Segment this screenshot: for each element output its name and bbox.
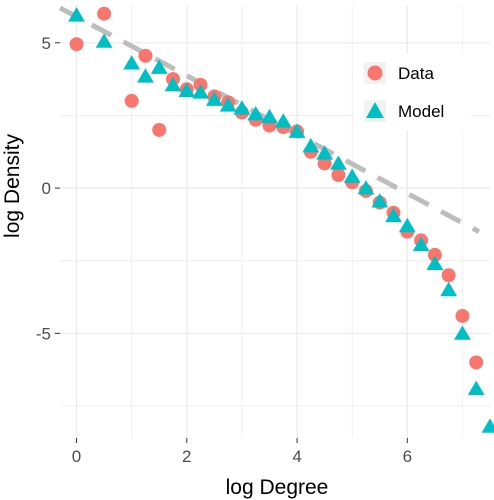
model-point bbox=[261, 108, 278, 124]
legend-model-marker bbox=[366, 102, 384, 118]
model-point bbox=[343, 168, 361, 183]
y-tick-label: 5 bbox=[42, 34, 51, 53]
model-point bbox=[95, 33, 113, 48]
legend-label-model: Model bbox=[398, 102, 444, 121]
model-point bbox=[329, 155, 347, 170]
model-point bbox=[302, 137, 320, 153]
data-point bbox=[124, 93, 139, 108]
model-point bbox=[274, 113, 292, 128]
model-point bbox=[233, 100, 251, 115]
data-point bbox=[455, 308, 470, 323]
data-point bbox=[138, 48, 153, 63]
legend-label-data: Data bbox=[398, 64, 434, 83]
y-tick-label: 0 bbox=[42, 179, 51, 198]
model-point bbox=[68, 7, 85, 22]
model-point bbox=[192, 84, 209, 99]
model-point bbox=[481, 418, 494, 433]
model-point bbox=[426, 255, 444, 271]
data-point bbox=[441, 268, 456, 283]
model-point bbox=[219, 97, 237, 112]
data-point bbox=[152, 122, 167, 137]
model-point bbox=[385, 207, 402, 223]
model-point bbox=[412, 236, 430, 252]
ticks-layer: 0 2 4 6 -5 0 5 bbox=[36, 34, 412, 466]
x-axis-title: log Degree bbox=[226, 476, 329, 499]
x-tick-label: 4 bbox=[292, 447, 301, 466]
legend-data-marker bbox=[367, 65, 383, 81]
model-point bbox=[288, 123, 306, 138]
model-point bbox=[178, 82, 196, 98]
data-point bbox=[97, 6, 112, 21]
x-tick-label: 2 bbox=[182, 447, 191, 466]
model-point bbox=[454, 325, 471, 340]
y-tick-label: -5 bbox=[36, 324, 51, 343]
data-point bbox=[331, 168, 346, 183]
x-tick-label: 0 bbox=[72, 447, 81, 466]
data-point bbox=[69, 37, 84, 52]
y-axis-title: log Density bbox=[1, 134, 24, 238]
points-layer bbox=[68, 6, 494, 433]
model-point bbox=[398, 217, 416, 233]
x-tick-label: 6 bbox=[403, 447, 412, 466]
model-point bbox=[247, 105, 265, 121]
model-point bbox=[150, 59, 168, 74]
model-point bbox=[205, 91, 223, 106]
model-point bbox=[137, 68, 154, 83]
data-point bbox=[469, 355, 484, 370]
data-point bbox=[427, 247, 442, 262]
legend: Data Model bbox=[354, 54, 470, 130]
model-point bbox=[123, 55, 141, 70]
model-point bbox=[371, 193, 389, 208]
model-point bbox=[316, 145, 334, 160]
model-point bbox=[467, 380, 485, 395]
model-point bbox=[357, 180, 375, 195]
model-point bbox=[440, 281, 458, 297]
model-point bbox=[164, 76, 182, 92]
data-point bbox=[317, 156, 332, 171]
